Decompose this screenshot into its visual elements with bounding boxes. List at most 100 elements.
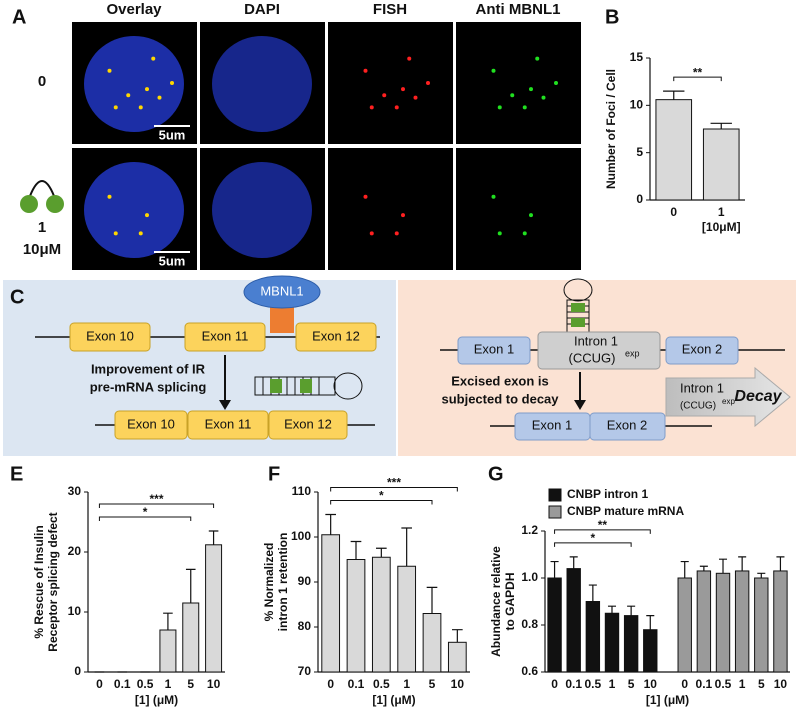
repeat-superscript: exp [722, 397, 735, 406]
bar [182, 602, 200, 673]
x-axis-label: [1] (μM) [372, 693, 415, 707]
y-tick-label: 80 [298, 619, 312, 633]
bar [715, 572, 731, 673]
exon-label: Exon 1 [532, 417, 572, 432]
panel-label: C [10, 286, 24, 308]
y-tick-label: 10 [630, 98, 644, 112]
exon [69, 322, 151, 352]
bar [397, 565, 417, 673]
panel-label: B [605, 6, 619, 28]
focus [529, 87, 533, 92]
focus [138, 231, 143, 236]
focus [401, 87, 405, 92]
bar [447, 641, 467, 673]
significance-label: * [591, 531, 596, 545]
intron [537, 331, 661, 370]
x-tick-label: 1 [609, 677, 616, 691]
shape [571, 318, 585, 327]
x-tick-label: 0.1 [565, 677, 582, 691]
focus [151, 56, 156, 61]
focus [497, 231, 502, 236]
x-tick-label: 0.1 [114, 677, 131, 691]
exon [268, 410, 348, 440]
error-bar [680, 560, 689, 578]
exon-label: Exon 11 [202, 328, 249, 343]
bar [734, 570, 750, 673]
significance-bracket [98, 503, 215, 508]
column-header: Anti MBNL1 [476, 1, 561, 18]
bar [702, 128, 740, 201]
error-bar [738, 556, 747, 571]
y-tick-label: 1.0 [521, 570, 538, 584]
significance-label: ** [693, 65, 703, 79]
error-bar [646, 615, 655, 630]
focus [529, 213, 533, 218]
x-tick-label: 0.1 [696, 677, 713, 691]
focus [126, 93, 131, 98]
significance-label: * [379, 489, 384, 503]
y-tick-label: 70 [298, 664, 312, 678]
x-tick-label: 0.5 [373, 677, 390, 691]
bar [696, 570, 712, 673]
significance-label: * [143, 505, 148, 519]
focus [145, 213, 149, 218]
exon [187, 410, 269, 440]
protein-label: MBNL1 [260, 283, 303, 298]
focus [413, 95, 418, 100]
error-bar [607, 605, 617, 614]
column-header: Overlay [106, 1, 162, 18]
x-tick-label: 0 [681, 677, 688, 691]
x-axis-label: [1] (μM) [135, 693, 178, 707]
x-tick-label: 10 [774, 677, 788, 691]
caption: Improvement of IR [91, 361, 206, 376]
bar [604, 612, 620, 673]
y-tick-label: 100 [291, 529, 311, 543]
bar [754, 577, 769, 673]
column-header: FISH [373, 1, 407, 18]
significance-bracket [673, 76, 722, 82]
focus [113, 105, 118, 110]
focus [382, 93, 387, 98]
exon-label: Exon 1 [474, 341, 514, 356]
arrow-head [574, 400, 586, 410]
panel-label: F [268, 463, 280, 485]
focus [554, 81, 558, 85]
exon [114, 410, 188, 440]
micrograph [328, 22, 453, 144]
y-tick-label: 10 [68, 604, 82, 618]
dose-label: 10μM [23, 241, 61, 258]
focus [426, 81, 430, 85]
bar [159, 629, 177, 673]
x-tick-label: 0 [670, 205, 677, 219]
x-tick-label: 0 [96, 677, 103, 691]
error-bar [718, 558, 728, 574]
x-tick-label: 5 [187, 677, 194, 691]
x-tick-label: 0 [327, 677, 334, 691]
focus [491, 68, 496, 73]
row-label: 0 [38, 73, 46, 90]
exon [295, 322, 377, 352]
error-bar [663, 90, 685, 100]
panel-label: A [12, 6, 26, 28]
bar [566, 568, 581, 673]
y-axis-label: % Normalized [262, 543, 276, 622]
focus [363, 68, 368, 73]
nucleus [84, 36, 184, 132]
repeat-label: (CCUG) [680, 401, 716, 412]
focus [522, 231, 527, 236]
significance-label: *** [149, 492, 163, 506]
y-tick-label: 1.2 [521, 523, 538, 537]
decay-label: Decay [734, 388, 782, 405]
exon [589, 412, 666, 441]
focus [363, 194, 368, 199]
exon [665, 336, 739, 365]
focus [107, 68, 112, 73]
repeat-superscript: exp [625, 348, 640, 358]
exon-label: Exon 11 [205, 416, 252, 431]
y-tick-label: 20 [68, 544, 82, 558]
bar [677, 577, 692, 673]
focus [369, 105, 374, 110]
error-bar [550, 560, 559, 578]
exon [457, 336, 531, 365]
